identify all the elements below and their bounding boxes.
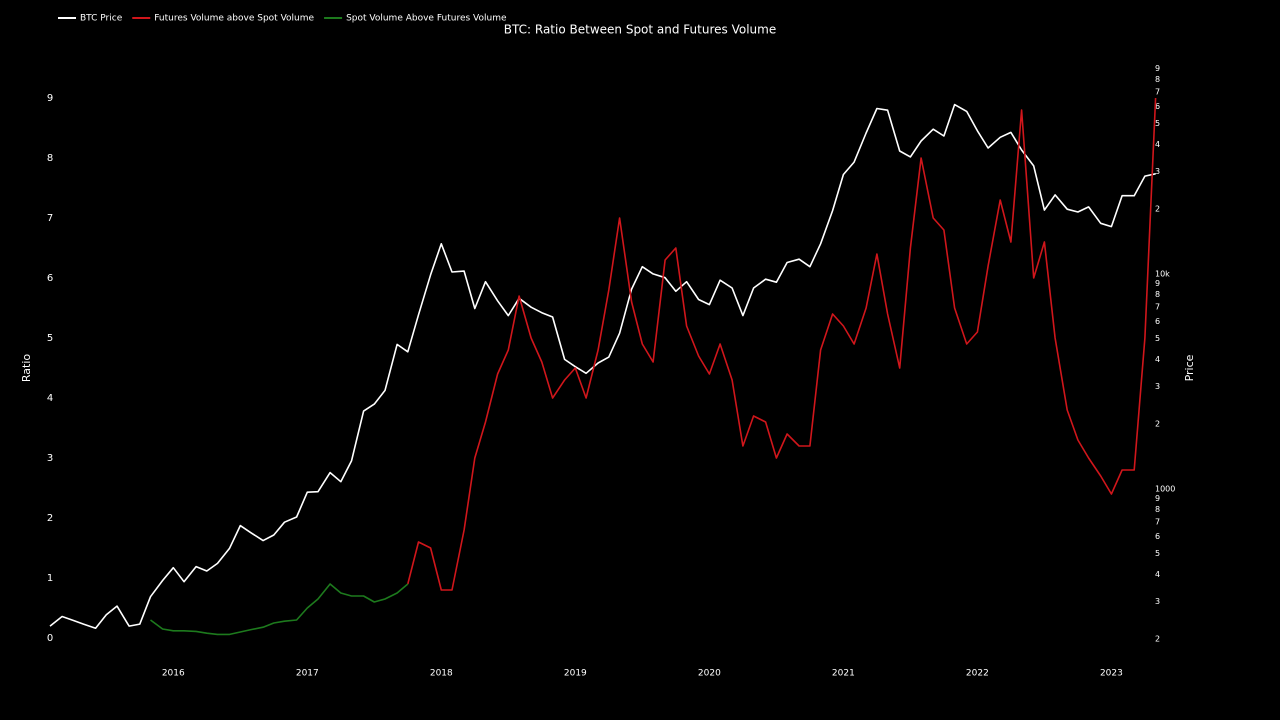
y-axis-title: Ratio [20, 354, 33, 383]
series-line [407, 97, 1157, 591]
x-tick-label: 2017 [296, 669, 319, 679]
y-tick-label: 7 [47, 213, 53, 224]
x-tick-label: 2023 [1100, 669, 1123, 679]
y-tick-label: 6 [47, 273, 53, 284]
y2-tick-label: 7 [1155, 88, 1160, 97]
x-tick-label: 2022 [966, 669, 989, 679]
legend-label: Spot Volume Above Futures Volume [346, 14, 507, 24]
y2-axis-title: Price [1183, 354, 1196, 381]
x-tick-label: 2021 [832, 669, 855, 679]
y-tick-label: 8 [47, 153, 53, 164]
y2-tick-label: 3 [1155, 597, 1160, 606]
y-tick-label: 5 [47, 333, 53, 344]
y2-tick-label: 4 [1155, 140, 1160, 149]
y2-tick-label: 9 [1155, 494, 1160, 503]
y2-tick-label: 1000 [1155, 484, 1175, 493]
x-tick-label: 2019 [564, 669, 587, 679]
y2-tick-label: 8 [1155, 505, 1160, 514]
x-tick-label: 2020 [698, 669, 721, 679]
y2-tick-label: 2 [1155, 420, 1160, 429]
y2-tick-label: 5 [1155, 549, 1160, 558]
y2-tick-label: 6 [1155, 317, 1160, 326]
x-tick-label: 2018 [430, 669, 453, 679]
legend-label: BTC Price [80, 14, 123, 24]
y2-tick-label: 8 [1155, 290, 1160, 299]
y-tick-label: 4 [47, 393, 53, 404]
chart-title: BTC: Ratio Between Spot and Futures Volu… [504, 23, 776, 37]
y2-tick-label: 8 [1155, 75, 1160, 84]
y2-tick-label: 3 [1155, 167, 1160, 176]
y2-tick-label: 10k [1155, 269, 1170, 278]
y2-tick-label: 5 [1155, 119, 1160, 128]
y2-tick-label: 9 [1155, 279, 1160, 288]
y2-tick-label: 2 [1155, 205, 1160, 214]
y-tick-label: 9 [47, 93, 53, 104]
y-tick-label: 1 [47, 573, 53, 584]
y2-tick-label: 2 [1155, 635, 1160, 644]
y2-tick-label: 4 [1155, 355, 1160, 364]
y2-tick-label: 9 [1155, 64, 1160, 73]
y-tick-label: 3 [47, 453, 53, 464]
x-tick-label: 2016 [162, 669, 185, 679]
y2-tick-label: 5 [1155, 334, 1160, 343]
y-tick-label: 0 [47, 633, 53, 644]
y2-tick-label: 3 [1155, 382, 1160, 391]
y-tick-label: 2 [47, 513, 53, 524]
y2-tick-label: 6 [1155, 532, 1160, 541]
y2-tick-label: 6 [1155, 102, 1160, 111]
series-line [150, 583, 409, 636]
y2-tick-label: 7 [1155, 303, 1160, 312]
y2-tick-label: 4 [1155, 570, 1160, 579]
legend-label: Futures Volume above Spot Volume [154, 14, 314, 24]
series-line [49, 103, 1156, 629]
y2-tick-label: 7 [1155, 518, 1160, 527]
